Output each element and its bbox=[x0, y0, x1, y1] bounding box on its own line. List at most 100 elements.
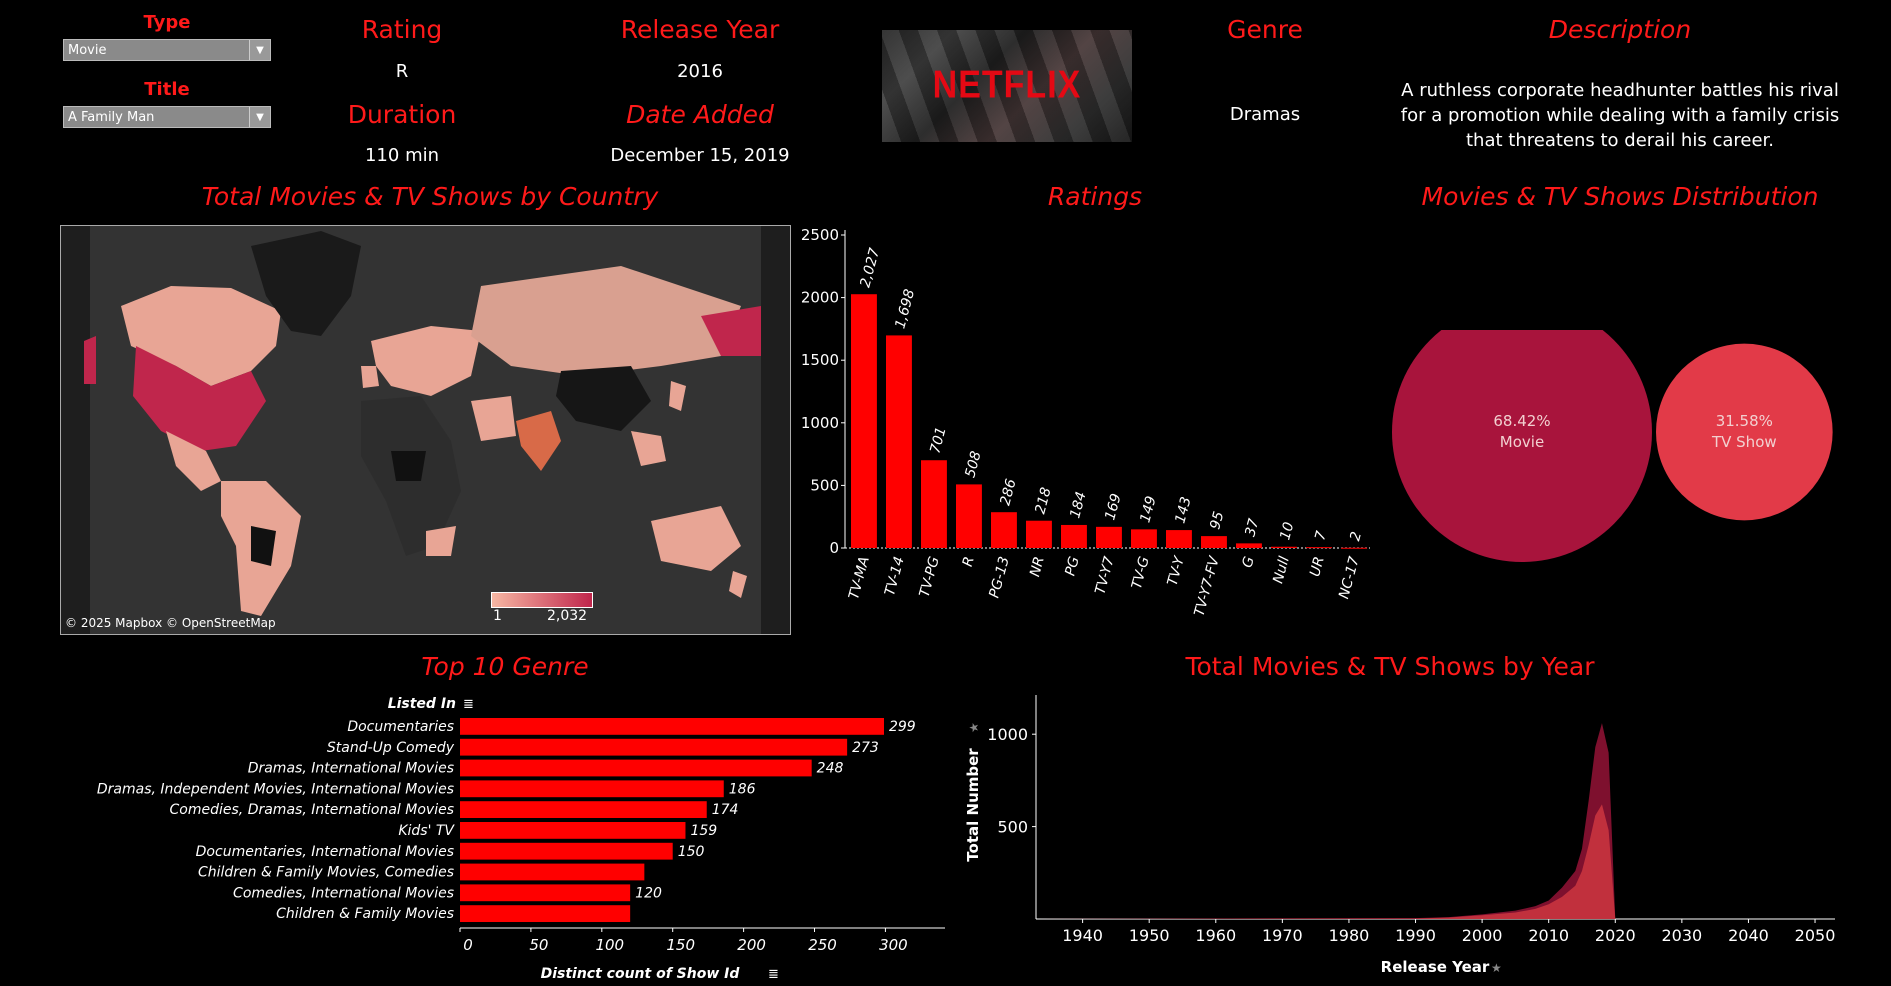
europe-shape bbox=[371, 326, 481, 396]
distribution-chart: 68.42% Movie 31.58% TV Show bbox=[1392, 330, 1833, 562]
far-east-shape bbox=[701, 306, 761, 356]
rating-category-label: TV-Y bbox=[1165, 553, 1188, 587]
y-tick-label: 2000 bbox=[801, 289, 839, 307]
x-tick-label: 250 bbox=[808, 936, 837, 954]
x-tick-label: 2040 bbox=[1728, 926, 1769, 945]
ratings-chart: 0 500 1000 1500 2000 2500 2,027 TV-MA 1,698 TV-14… bbox=[801, 226, 1370, 618]
x-tick-label: 1980 bbox=[1329, 926, 1370, 945]
type-dropdown[interactable]: Movie ▼ bbox=[63, 39, 271, 61]
release-year-value: 2016 bbox=[677, 61, 723, 82]
genre-bar bbox=[460, 822, 686, 839]
x-axis-title: Distinct count of Show Id bbox=[541, 966, 741, 982]
genre-category-label: Dramas, International Movies bbox=[248, 761, 454, 777]
world-map[interactable]: © 2025 Mapbox © OpenStreetMap 1 2,032 bbox=[60, 225, 791, 635]
rating-bar bbox=[991, 512, 1017, 548]
rating-category-label: PG-13 bbox=[986, 555, 1012, 600]
rating-category-label: NR bbox=[1027, 555, 1048, 579]
rating-bar bbox=[1306, 547, 1332, 549]
rating-value: R bbox=[395, 61, 409, 82]
map-color-legend bbox=[491, 592, 593, 608]
genre-bar-label: 248 bbox=[817, 761, 844, 777]
chevron-down-icon[interactable]: ▼ bbox=[249, 40, 270, 60]
genre-bar-label: 273 bbox=[852, 740, 879, 756]
genre-bar-label: 174 bbox=[712, 802, 739, 818]
bubble-category-label: TV Show bbox=[1711, 433, 1777, 451]
legend-min: 1 bbox=[493, 608, 502, 624]
rating-bar bbox=[956, 484, 982, 548]
rating-category-label: TV-14 bbox=[882, 555, 908, 598]
x-tick-label: 1940 bbox=[1062, 926, 1103, 945]
x-tick-label: 1990 bbox=[1395, 926, 1436, 945]
genre-bar-label: 299 bbox=[889, 719, 916, 735]
release-year-label: Release Year bbox=[620, 15, 780, 44]
year-chart-title: Total Movies & TV Shows by Year bbox=[1185, 652, 1595, 681]
distribution-bubble bbox=[1656, 343, 1833, 521]
date-added-label: Date Added bbox=[626, 100, 774, 129]
y-tick-label: 500 bbox=[997, 818, 1028, 837]
canada-shape bbox=[121, 286, 281, 386]
rating-bar-label: 10 bbox=[1277, 520, 1297, 541]
genre-bar bbox=[460, 801, 707, 818]
x-tick-label: 2030 bbox=[1661, 926, 1702, 945]
type-filter-label: Type bbox=[143, 12, 191, 33]
x-tick-label: 150 bbox=[666, 936, 695, 954]
y-tick-label: 500 bbox=[810, 476, 839, 494]
greenland-shape bbox=[251, 231, 361, 336]
rating-category-label: NC-17 bbox=[1336, 555, 1363, 601]
rating-category-label: G bbox=[1240, 555, 1258, 570]
rating-bar-label: 701 bbox=[927, 425, 949, 455]
distribution-bubble bbox=[1392, 330, 1652, 562]
sort-icon: ≣ bbox=[463, 697, 474, 712]
y-tick-label: 1000 bbox=[987, 725, 1028, 744]
x-tick-label: 2050 bbox=[1795, 926, 1836, 945]
genre-category-label: Documentaries, International Movies bbox=[196, 844, 454, 860]
title-dropdown[interactable]: A Family Man ▼ bbox=[63, 106, 271, 128]
mexico-shape bbox=[166, 431, 221, 491]
dark-africa bbox=[391, 451, 426, 481]
rating-bar-label: 95 bbox=[1207, 510, 1227, 531]
genre-category-label: Children & Family Movies, Comedies bbox=[198, 865, 454, 881]
title-filter-label: Title bbox=[144, 79, 190, 100]
rating-bar bbox=[1201, 536, 1227, 548]
genre-category-label: Comedies, International Movies bbox=[233, 885, 454, 901]
distribution-title: Movies & TV Shows Distribution bbox=[1421, 182, 1819, 211]
genre-chart: Listed In ≣ Documentaries 299 Stand-Up Comed… bbox=[97, 696, 945, 982]
rating-bar bbox=[1341, 547, 1367, 549]
rating-bar bbox=[886, 335, 912, 548]
year-area-series bbox=[1036, 804, 1622, 919]
rating-bar bbox=[1061, 524, 1087, 548]
y-axis-title: Listed In bbox=[388, 696, 456, 712]
rating-label: Rating bbox=[361, 15, 443, 44]
rating-bar bbox=[1236, 543, 1262, 548]
rating-bar-label: 218 bbox=[1032, 486, 1054, 516]
title-dropdown-value: A Family Man bbox=[68, 109, 155, 125]
dark-country bbox=[251, 526, 276, 566]
rating-bar bbox=[1271, 546, 1297, 548]
genre-bar-label: 186 bbox=[729, 781, 756, 797]
genre-label: Genre bbox=[1227, 15, 1303, 44]
x-tick-label: 2000 bbox=[1462, 926, 1503, 945]
map-attribution[interactable]: © 2025 Mapbox © OpenStreetMap bbox=[65, 616, 276, 630]
genre-category-label: Dramas, Independent Movies, Internationa… bbox=[97, 781, 454, 797]
rating-bar-label: 184 bbox=[1067, 490, 1089, 520]
ratings-title: Ratings bbox=[1047, 182, 1143, 211]
y-tick-label: 2500 bbox=[801, 226, 839, 244]
duration-value: 110 min bbox=[364, 145, 440, 166]
rating-bar-label: 37 bbox=[1242, 517, 1262, 538]
rating-category-label: TV-MA bbox=[846, 555, 873, 601]
x-tick-label: 300 bbox=[879, 936, 908, 954]
x-axis-title: Release Year bbox=[1381, 958, 1490, 976]
russia-shape bbox=[471, 266, 741, 376]
netflix-logo: NETFLIX bbox=[882, 30, 1132, 142]
type-dropdown-value: Movie bbox=[68, 42, 107, 58]
china-shape bbox=[556, 366, 651, 431]
x-tick-label: 2020 bbox=[1595, 926, 1636, 945]
chevron-down-icon[interactable]: ▼ bbox=[249, 107, 270, 127]
description-label: Description bbox=[1548, 15, 1692, 44]
rating-bar-label: 169 bbox=[1102, 492, 1124, 522]
bubble-category-label: Movie bbox=[1500, 433, 1544, 451]
genre-bar bbox=[460, 759, 812, 777]
genre-bar bbox=[460, 738, 848, 756]
y-tick-label: 1500 bbox=[801, 351, 839, 369]
rating-category-label: R bbox=[960, 555, 978, 569]
